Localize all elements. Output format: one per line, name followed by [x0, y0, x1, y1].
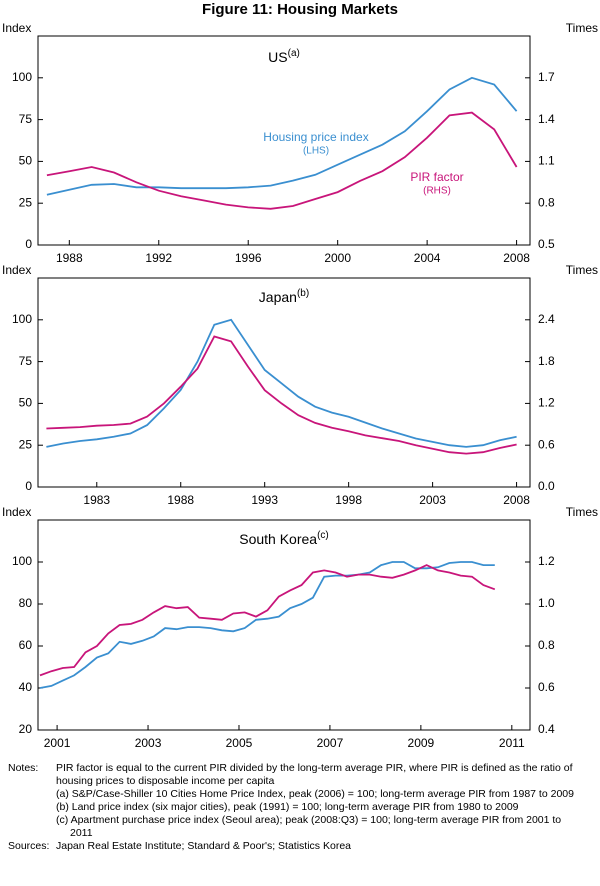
notes-text: PIR factor is equal to the current PIR d… — [56, 762, 573, 787]
y2-tick-label: 0.4 — [538, 722, 555, 736]
panel-title-text: South Korea — [239, 531, 317, 547]
notes-row: Notes: PIR factor is equal to the curren… — [0, 762, 600, 840]
y2-tick-label: 0.6 — [538, 437, 555, 451]
y-tick-label: 100 — [12, 70, 32, 84]
plot-frame — [37, 35, 531, 246]
panel-title-text: Japan — [259, 289, 297, 305]
y-tick-label: 100 — [12, 554, 32, 568]
y-tick-label: 80 — [19, 596, 33, 610]
x-tick-label: 1996 — [235, 251, 262, 265]
series-line — [46, 76, 518, 196]
series-line — [46, 318, 517, 448]
x-tick-label: 1983 — [83, 493, 110, 507]
notes-label: Notes: — [8, 762, 39, 774]
panel-title-text: US — [268, 49, 287, 65]
panel-title: Japan(b) — [259, 288, 309, 305]
y-tick-label: 0 — [25, 479, 32, 493]
y2-axis-label: Times — [566, 21, 598, 35]
series-line — [39, 564, 496, 677]
x-tick-label: 1998 — [335, 493, 362, 507]
panel-title: US(a) — [268, 48, 300, 65]
x-tick-label: 2007 — [317, 736, 344, 750]
y2-tick-label: 1.0 — [538, 596, 555, 610]
sources-text: Japan Real Estate Institute; Standard & … — [56, 840, 351, 852]
y2-tick-label: 0.5 — [538, 237, 555, 251]
x-tick-label: 1988 — [56, 251, 83, 265]
note-item: (a) S&P/Case-Shiller 10 Cities Home Pric… — [56, 788, 574, 800]
y2-tick-label: 1.4 — [538, 112, 555, 126]
x-tick-label: 1988 — [167, 493, 194, 507]
y-tick-label: 75 — [19, 354, 33, 368]
note-item: (c) Apartment purchase price index (Seou… — [56, 814, 562, 839]
y-tick-label: 75 — [19, 112, 33, 126]
x-tick-label: 2003 — [135, 736, 162, 750]
y-tick-label: 60 — [19, 638, 33, 652]
y-tick-label: 100 — [12, 312, 32, 326]
panel-title-note: (c) — [317, 530, 329, 541]
series-line — [39, 561, 495, 689]
y-tick-label: 40 — [19, 680, 33, 694]
notes-body: PIR factor is equal to the current PIR d… — [56, 762, 576, 840]
series-note: (LHS) — [303, 146, 329, 157]
x-tick-label: 2008 — [503, 251, 530, 265]
y2-axis-label: Times — [566, 263, 598, 277]
x-tick-label: 2003 — [419, 493, 446, 507]
series-note: (RHS) — [423, 186, 451, 197]
panel-title-note: (a) — [288, 48, 300, 59]
y-axis-label: Index — [2, 263, 31, 277]
y-tick-label: 25 — [19, 195, 33, 209]
series-label: PIR factor — [410, 170, 463, 184]
y-tick-label: 20 — [19, 722, 33, 736]
x-tick-label: 2011 — [499, 736, 525, 750]
y-tick-label: 50 — [19, 396, 33, 410]
y-tick-label: 0 — [25, 237, 32, 251]
panel-title: South Korea(c) — [239, 530, 329, 547]
plot-frame — [37, 277, 531, 488]
y-tick-label: 25 — [19, 437, 33, 451]
x-tick-label: 2000 — [324, 251, 351, 265]
y2-tick-label: 1.7 — [538, 70, 555, 84]
y2-tick-label: 1.2 — [538, 396, 555, 410]
y2-tick-label: 1.2 — [538, 554, 555, 568]
y2-tick-label: 1.1 — [538, 154, 555, 168]
y2-axis-label: Times — [566, 505, 598, 519]
x-tick-label: 2004 — [414, 251, 441, 265]
x-tick-label: 2008 — [503, 493, 530, 507]
notes: Notes: PIR factor is equal to the curren… — [0, 762, 600, 853]
figure: Figure 11: Housing Markets Index TimesUS(… — [2, 1, 598, 750]
x-tick-label: 1992 — [145, 251, 172, 265]
x-tick-label: 1993 — [251, 493, 278, 507]
x-tick-label: 2005 — [226, 736, 253, 750]
series-line — [46, 111, 518, 210]
y2-tick-label: 1.8 — [538, 354, 555, 368]
plot-frame — [37, 519, 531, 731]
sources-label: Sources: — [8, 840, 50, 852]
y-tick-label: 50 — [19, 154, 33, 168]
figure-title: Figure 11: Housing Markets — [202, 1, 398, 18]
y-axis-label: Index — [2, 21, 31, 35]
y2-tick-label: 0.0 — [538, 479, 555, 493]
y2-tick-label: 0.6 — [538, 680, 555, 694]
series-label: Housing price index — [263, 130, 368, 144]
y2-tick-label: 2.4 — [538, 312, 555, 326]
sources-row: Sources: Japan Real Estate Institute; St… — [0, 840, 600, 853]
panel-title-note: (b) — [297, 288, 309, 299]
y2-tick-label: 0.8 — [538, 638, 555, 652]
y-axis-label: Index — [2, 505, 31, 519]
series-line — [46, 335, 517, 455]
note-item: (b) Land price index (six major cities),… — [56, 801, 519, 813]
y2-tick-label: 0.8 — [538, 195, 555, 209]
x-tick-label: 2009 — [408, 736, 435, 750]
x-tick-label: 2001 — [44, 736, 71, 750]
